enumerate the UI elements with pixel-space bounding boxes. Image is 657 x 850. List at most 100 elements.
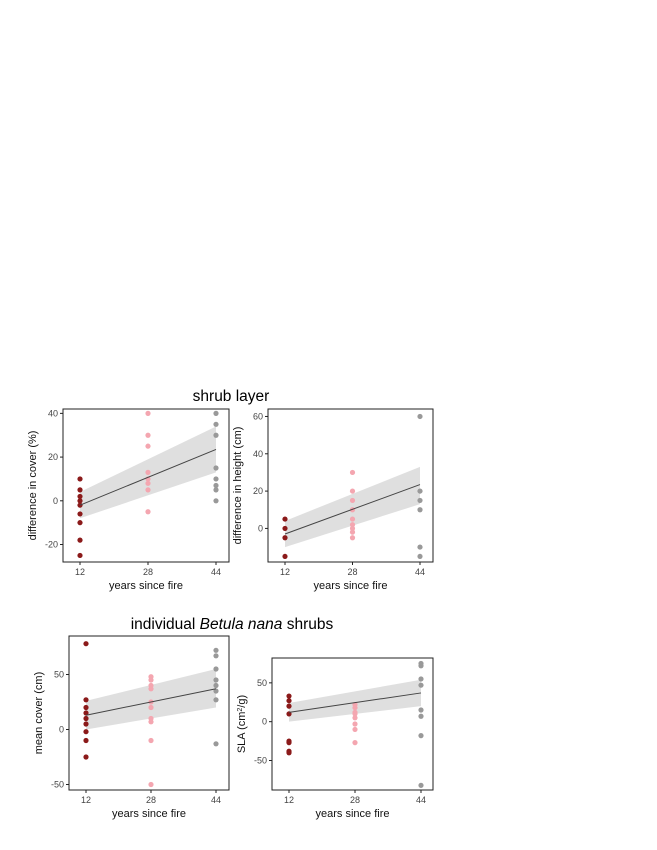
- plot-frame: [62, 408, 230, 563]
- x-tick-label: 44: [415, 567, 425, 577]
- data-point-44: [213, 476, 219, 482]
- y-axis-label-pre: SLA (cm: [236, 712, 248, 754]
- data-point-12: [83, 710, 89, 716]
- data-point-28: [148, 686, 154, 692]
- data-point-12: [77, 520, 83, 526]
- y-axis-label-post: /g): [236, 695, 248, 708]
- y-tick-label: 0: [262, 717, 267, 727]
- data-point-44: [418, 676, 424, 682]
- x-tick-label: 12: [284, 795, 294, 805]
- data-point-12: [77, 511, 83, 517]
- data-point-44: [213, 677, 219, 683]
- data-point-28: [349, 529, 356, 535]
- y-tick-label: 20: [253, 486, 263, 496]
- data-point-44: [213, 487, 219, 493]
- data-point-44: [213, 653, 219, 659]
- data-point-28: [349, 469, 356, 476]
- data-point-12: [77, 552, 83, 559]
- data-point-12: [282, 553, 288, 560]
- shrub-layer-title: shrub layer: [193, 388, 270, 405]
- y-tick-label: 0: [59, 725, 64, 735]
- x-tick-label: 12: [280, 567, 290, 577]
- data-point-12: [286, 698, 292, 704]
- data-point-28: [349, 522, 356, 528]
- data-point-12: [83, 754, 89, 760]
- data-point-12: [282, 535, 288, 541]
- data-point-28: [349, 535, 356, 541]
- data-point-12: [286, 703, 292, 709]
- x-axis-label: years since fire: [112, 808, 186, 820]
- plot-frame: [271, 657, 434, 791]
- data-point-44: [213, 666, 219, 672]
- y-axis-label: difference in cover (%): [27, 431, 39, 541]
- data-point-44: [213, 410, 219, 416]
- data-point-12: [83, 715, 89, 722]
- data-point-12: [282, 525, 288, 532]
- data-point-44: [417, 497, 423, 504]
- data-point-44: [418, 782, 424, 788]
- y-tick-label: -50: [51, 780, 64, 790]
- data-point-12: [286, 740, 292, 746]
- y-tick-label: 0: [53, 496, 58, 506]
- data-point-44: [417, 507, 423, 513]
- height-panel: 0 20 40 60 12 28 44 years since fire difference …: [232, 408, 434, 592]
- data-point-28: [145, 509, 151, 515]
- regression-line: [85, 688, 217, 716]
- y-tick-label: 40: [48, 408, 58, 418]
- data-point-44: [213, 465, 219, 471]
- data-point-28: [148, 704, 154, 711]
- data-point-44: [213, 482, 219, 489]
- data-point-28: [145, 480, 151, 486]
- betula-nana-title-italic: Betula nana: [200, 616, 283, 633]
- x-axis-label: years since fire: [109, 580, 183, 592]
- y-tick-label: 50: [257, 678, 267, 688]
- data-point-44: [213, 421, 219, 427]
- betula-nana-title: individual Betula nana shrubs: [131, 616, 334, 633]
- data-point-44: [417, 553, 423, 560]
- plot-frame: [68, 635, 230, 791]
- confidence-ribbon: [285, 466, 420, 548]
- data-point-12: [83, 721, 89, 727]
- data-point-12: [77, 537, 83, 543]
- y-tick-label: 50: [54, 670, 64, 680]
- data-point-28: [145, 410, 151, 416]
- data-point-12: [83, 641, 89, 647]
- data-point-28: [148, 781, 154, 788]
- data-point-44: [418, 713, 424, 719]
- x-tick-label: 44: [211, 567, 221, 577]
- y-tick-label: 0: [258, 523, 263, 533]
- data-point-28: [349, 488, 356, 494]
- data-point-28: [352, 740, 358, 746]
- data-point-28: [349, 497, 356, 504]
- data-point-12: [286, 750, 292, 756]
- x-tick-label: 12: [75, 567, 85, 577]
- x-tick-label: 12: [81, 795, 91, 805]
- data-point-44: [213, 688, 219, 694]
- data-point-12: [286, 693, 292, 699]
- data-point-28: [352, 705, 358, 711]
- data-point-44: [418, 682, 424, 688]
- x-tick-label: 28: [143, 567, 153, 577]
- x-axis-label: years since fire: [316, 808, 390, 820]
- y-tick-label: -50: [254, 755, 267, 765]
- y-axis-label: SLA (cm2/g): [236, 695, 248, 753]
- x-tick-label: 28: [146, 795, 156, 805]
- data-point-44: [213, 498, 219, 504]
- data-point-12: [282, 516, 288, 522]
- data-point-28: [148, 677, 154, 683]
- mean-cover-panel: -50 0 50 12 28 44 years since fire mean cover (…: [33, 635, 230, 820]
- betula-nana-title-pre: individual: [131, 616, 200, 633]
- confidence-ribbon: [86, 669, 216, 730]
- data-point-12: [77, 493, 83, 500]
- data-point-12: [83, 697, 89, 703]
- y-tick-label: 20: [48, 452, 58, 462]
- data-point-28: [352, 721, 358, 727]
- data-point-28: [145, 432, 151, 438]
- data-point-28: [145, 469, 151, 475]
- data-point-44: [418, 663, 424, 669]
- data-point-28: [148, 719, 154, 725]
- data-point-44: [417, 413, 423, 420]
- y-axis-label: mean cover (cm): [33, 672, 45, 755]
- confidence-ribbon: [289, 679, 421, 722]
